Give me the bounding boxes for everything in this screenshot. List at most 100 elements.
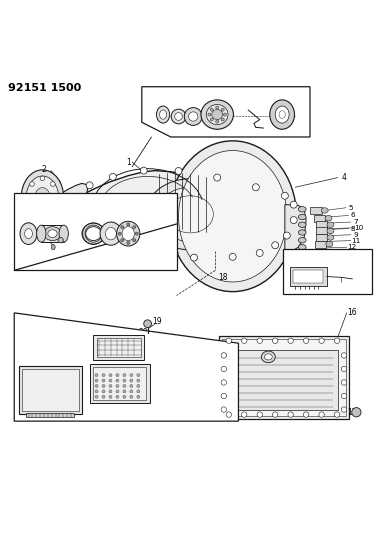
Ellipse shape — [144, 320, 151, 328]
Circle shape — [50, 182, 55, 187]
Text: 20: 20 — [138, 328, 148, 337]
Circle shape — [341, 366, 347, 372]
Circle shape — [272, 412, 278, 417]
Ellipse shape — [298, 207, 306, 212]
Ellipse shape — [262, 351, 275, 362]
Circle shape — [191, 254, 197, 261]
Ellipse shape — [146, 179, 235, 250]
Ellipse shape — [86, 227, 101, 240]
Circle shape — [130, 384, 133, 387]
Bar — [97, 338, 141, 357]
Text: 23: 23 — [64, 370, 73, 379]
Ellipse shape — [275, 106, 289, 123]
Bar — [315, 240, 326, 247]
Circle shape — [303, 338, 309, 343]
Circle shape — [123, 379, 126, 382]
Circle shape — [123, 390, 126, 393]
Circle shape — [40, 176, 45, 181]
Circle shape — [133, 239, 136, 242]
Circle shape — [210, 108, 213, 111]
Circle shape — [95, 379, 98, 382]
Polygon shape — [78, 171, 294, 257]
Ellipse shape — [106, 228, 116, 240]
Ellipse shape — [265, 354, 272, 360]
Text: 36: 36 — [204, 103, 214, 112]
Circle shape — [221, 353, 227, 358]
Ellipse shape — [321, 208, 328, 213]
Circle shape — [123, 374, 126, 377]
Bar — [19, 366, 82, 414]
Circle shape — [137, 379, 140, 382]
Text: 14: 14 — [312, 261, 322, 270]
Ellipse shape — [117, 221, 140, 246]
Circle shape — [118, 232, 121, 235]
Bar — [90, 364, 149, 402]
Text: 8: 8 — [351, 225, 355, 232]
Bar — [314, 215, 326, 222]
Ellipse shape — [206, 104, 228, 125]
Text: 7: 7 — [353, 219, 358, 225]
Circle shape — [109, 379, 112, 382]
Circle shape — [121, 225, 124, 229]
Circle shape — [223, 113, 227, 116]
Circle shape — [116, 390, 119, 393]
Ellipse shape — [327, 228, 334, 233]
Ellipse shape — [352, 408, 361, 417]
Circle shape — [109, 390, 112, 393]
Circle shape — [210, 118, 213, 121]
Circle shape — [123, 384, 126, 387]
Ellipse shape — [327, 222, 334, 228]
Circle shape — [341, 393, 347, 399]
Circle shape — [95, 390, 98, 393]
Ellipse shape — [298, 238, 306, 243]
Circle shape — [102, 395, 105, 398]
Circle shape — [137, 395, 140, 398]
Polygon shape — [14, 313, 239, 421]
Ellipse shape — [20, 223, 37, 245]
Circle shape — [76, 207, 83, 214]
Text: 11: 11 — [351, 238, 360, 244]
Circle shape — [252, 184, 259, 191]
Text: 17: 17 — [347, 408, 357, 417]
Circle shape — [156, 252, 163, 259]
Circle shape — [221, 380, 227, 385]
Ellipse shape — [325, 215, 332, 221]
Circle shape — [102, 379, 105, 382]
Circle shape — [137, 374, 140, 377]
Text: 2: 2 — [42, 165, 47, 174]
Text: 16: 16 — [348, 309, 357, 317]
Circle shape — [95, 395, 98, 398]
Circle shape — [288, 338, 293, 343]
Circle shape — [55, 196, 59, 200]
Circle shape — [102, 384, 105, 387]
Ellipse shape — [178, 150, 287, 282]
Ellipse shape — [35, 188, 50, 208]
Ellipse shape — [51, 245, 55, 250]
Circle shape — [281, 192, 288, 199]
Circle shape — [341, 407, 347, 412]
Circle shape — [121, 239, 124, 242]
Ellipse shape — [58, 238, 63, 243]
Bar — [283, 249, 372, 294]
Circle shape — [257, 412, 262, 417]
Circle shape — [334, 338, 340, 343]
Circle shape — [242, 412, 247, 417]
Text: 12: 12 — [347, 244, 356, 250]
Ellipse shape — [48, 230, 57, 238]
Circle shape — [256, 249, 263, 256]
Text: 39: 39 — [352, 277, 361, 286]
Ellipse shape — [169, 141, 296, 292]
Bar — [94, 335, 144, 360]
Bar — [226, 350, 338, 409]
Text: 19: 19 — [152, 317, 162, 326]
Circle shape — [242, 338, 247, 343]
Circle shape — [319, 412, 324, 417]
Text: 92151 1500: 92151 1500 — [9, 83, 82, 93]
Circle shape — [109, 173, 116, 180]
Circle shape — [137, 384, 140, 387]
Bar — [41, 225, 64, 242]
Ellipse shape — [201, 100, 234, 130]
Circle shape — [116, 395, 119, 398]
Circle shape — [102, 390, 105, 393]
Circle shape — [130, 395, 133, 398]
